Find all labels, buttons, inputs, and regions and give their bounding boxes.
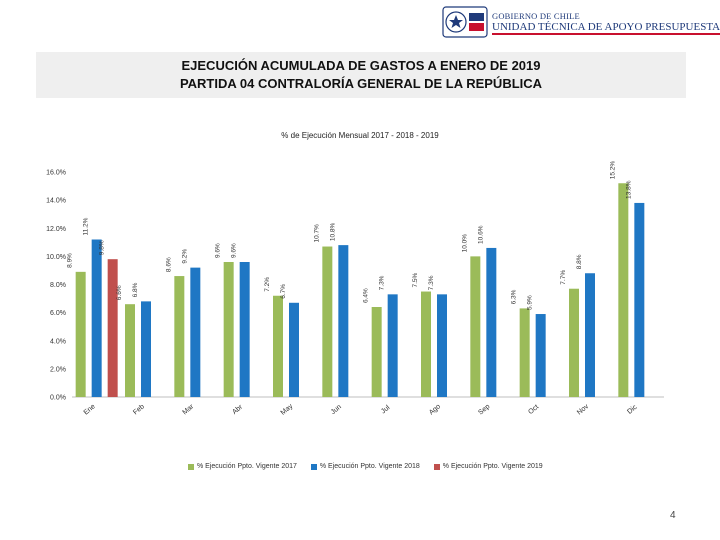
bar-dic-s2 <box>634 202 645 397</box>
x-tick-label: Nov <box>576 403 590 417</box>
bar-oct-s2 <box>535 314 546 397</box>
legend-swatch-2017 <box>188 463 194 470</box>
legend-item-2018: % Ejecución Ppto. Vigente 2018 <box>310 463 420 470</box>
header-unit-text: UNIDAD TÉCNICA DE APOYO PRESUPUESTARIO <box>492 21 720 33</box>
data-label: 7.3% <box>428 275 435 290</box>
slide-title-line1: EJECUCIÓN ACUMULADA DE GASTOS A ENERO DE… <box>181 58 541 73</box>
x-tick-label: Ago <box>428 403 442 416</box>
data-label: 9.6% <box>215 243 222 258</box>
x-tick-label: Dic <box>626 404 639 416</box>
bar-jul-s2 <box>387 294 398 397</box>
data-label: 7.3% <box>379 275 386 290</box>
data-label: 6.3% <box>511 289 518 304</box>
x-tick-label: Abr <box>231 403 244 416</box>
data-label: 10.6% <box>477 225 484 244</box>
bar-dic-s1 <box>618 183 629 397</box>
bar-mar-s2 <box>190 267 201 397</box>
data-label: 9.2% <box>181 249 188 264</box>
bar-nov-s1 <box>569 288 579 397</box>
data-label: 10.0% <box>461 234 468 253</box>
header-unit-line: UNIDAD TÉCNICA DE APOYO PRESUPUESTARIO <box>492 21 720 35</box>
data-label: 11.2% <box>83 217 90 235</box>
bar-oct-s1 <box>519 308 530 397</box>
bar-mar-s1 <box>174 276 185 397</box>
legend-label-2019: % Ejecución Ppto. Vigente 2019 <box>442 463 543 470</box>
y-tick-label: 8.0% <box>50 282 66 289</box>
legend-label-2018: % Ejecución Ppto. Vigente 2018 <box>319 463 420 470</box>
x-tick-label: Mar <box>181 403 195 417</box>
bar-sep-s2 <box>486 247 497 397</box>
header-org-line: GOBIERNO DE CHILE <box>492 11 580 21</box>
slide-title-line2: PARTIDA 04 CONTRALORÍA GENERAL DE LA REP… <box>179 76 543 91</box>
bar-ene-s1 <box>75 271 86 397</box>
x-tick-label: May <box>280 403 295 417</box>
legend-item-2017: % Ejecución Ppto. Vigente 2017 <box>188 463 297 470</box>
bar-feb-s2 <box>141 301 151 397</box>
y-tick-label: 4.0% <box>50 338 66 345</box>
y-tick-label: 14.0% <box>46 198 66 205</box>
bar-may-s2 <box>289 302 299 397</box>
data-label: 8.8% <box>576 254 583 269</box>
y-tick-label: 12.0% <box>46 226 66 233</box>
x-tick-label: Oct <box>527 404 540 416</box>
bar-nov-s2 <box>585 273 595 397</box>
bar-ene-s3 <box>107 259 118 397</box>
chart-legend: % Ejecución Ppto. Vigente 2017 % Ejecuci… <box>188 463 543 470</box>
legend-swatch-2019 <box>433 463 440 470</box>
bar-may-s1 <box>273 295 283 397</box>
data-label: 7.5% <box>412 272 419 287</box>
legend-label-2017: % Ejecución Ppto. Vigente 2017 <box>197 463 297 470</box>
y-tick-label: 0.0% <box>50 395 66 402</box>
data-label: 13.8% <box>625 180 632 199</box>
bar-feb-s1 <box>125 304 135 397</box>
data-label: 9.8% <box>99 240 106 255</box>
x-tick-label: Ene <box>83 403 97 416</box>
legend-item-2019: % Ejecución Ppto. Vigente 2019 <box>433 463 543 470</box>
data-label: 8.6% <box>165 257 172 272</box>
data-label: 8.9% <box>67 253 74 268</box>
x-tick-label: Sep <box>477 403 491 416</box>
bar-ene-s2 <box>91 239 102 397</box>
bar-abr-s1 <box>223 262 234 397</box>
data-label: 15.2% <box>609 161 616 180</box>
bar-abr-s2 <box>239 262 250 397</box>
data-label: 7.2% <box>264 277 271 292</box>
data-label: 9.6% <box>231 243 238 258</box>
data-label: 5.9% <box>527 295 534 310</box>
y-tick-label: 10.0% <box>46 254 66 261</box>
x-tick-label: Feb <box>132 403 146 416</box>
bar-jul-s1 <box>371 307 382 397</box>
data-label: 7.7% <box>560 270 567 285</box>
bar-ago-s1 <box>421 291 431 397</box>
page-number: 4 <box>670 510 676 521</box>
y-tick-label: 6.0% <box>50 310 66 317</box>
bar-jun-s1 <box>322 246 333 397</box>
y-tick-label: 2.0% <box>50 366 66 373</box>
data-label: 6.8% <box>132 282 139 297</box>
legend-swatch-2018 <box>310 463 317 470</box>
bar-ago-s2 <box>437 294 447 397</box>
data-label: 6.6% <box>116 285 123 300</box>
data-label: 6.7% <box>280 284 287 299</box>
bar-sep-s1 <box>470 256 481 397</box>
y-tick-label: 16.0% <box>46 170 66 177</box>
government-seal-logo <box>442 6 488 38</box>
chart-title: % de Ejecución Mensual 2017 - 2018 - 201… <box>281 131 439 140</box>
bar-jun-s2 <box>338 245 349 397</box>
header-underline <box>492 33 720 35</box>
slide-title-box: EJECUCIÓN ACUMULADA DE GASTOS A ENERO DE… <box>36 52 686 98</box>
data-label: 10.8% <box>329 222 336 241</box>
data-label: 6.4% <box>363 288 370 303</box>
x-tick-label: Jun <box>330 403 343 416</box>
x-tick-label: Jul <box>380 404 392 415</box>
data-label: 10.7% <box>313 224 320 243</box>
